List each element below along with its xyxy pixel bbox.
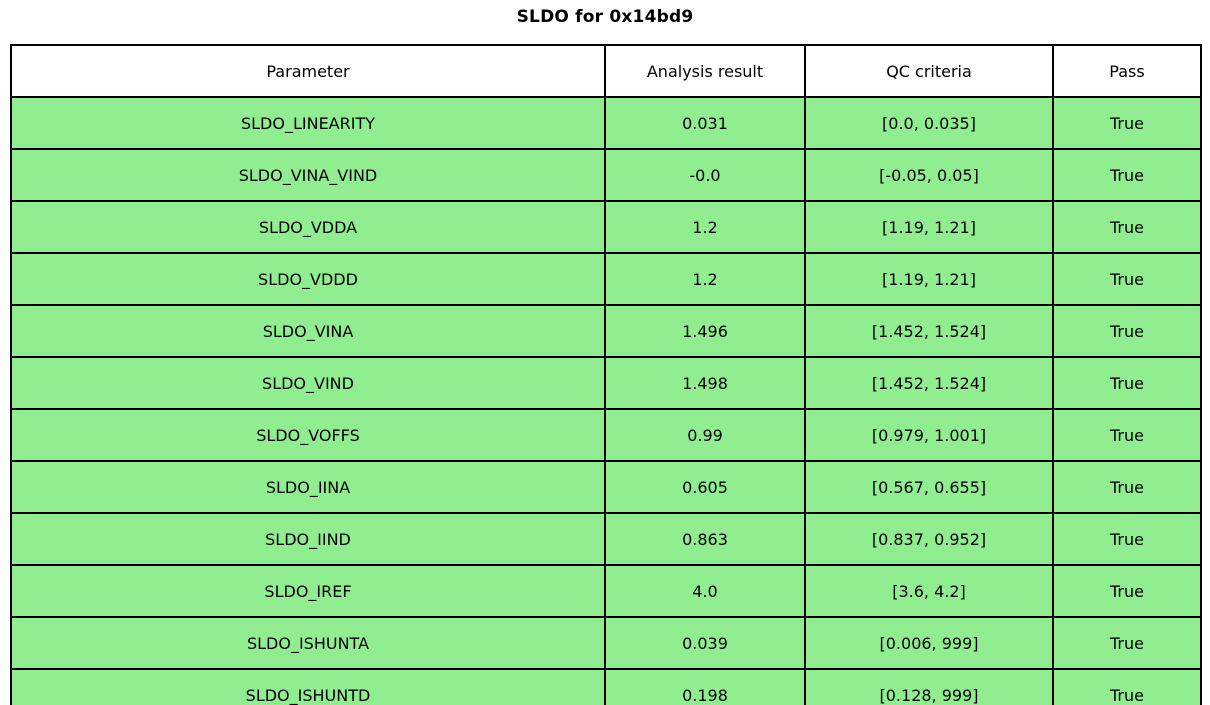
parameter-cell: SLDO_IIND [10,512,606,566]
pass-cell: True [1052,304,1202,358]
table-row: SLDO_VDDD 1.2 [1.19, 1.21] True [10,252,1202,306]
qc-criteria-cell: [1.19, 1.21] [804,200,1054,254]
pass-cell: True [1052,96,1202,150]
header-row: Parameter Analysis result QC criteria Pa… [10,44,1202,98]
analysis-result-cell: 0.031 [604,96,806,150]
analysis-result-cell: 0.99 [604,408,806,462]
qc-criteria-cell: [1.452, 1.524] [804,356,1054,410]
parameter-cell: SLDO_IREF [10,564,606,618]
table-row: SLDO_LINEARITY 0.031 [0.0, 0.035] True [10,96,1202,150]
pass-cell: True [1052,408,1202,462]
pass-cell: True [1052,148,1202,202]
parameter-cell: SLDO_VOFFS [10,408,606,462]
analysis-result-cell: 1.496 [604,304,806,358]
pass-cell: True [1052,564,1202,618]
table-row: SLDO_VINA 1.496 [1.452, 1.524] True [10,304,1202,358]
parameter-cell: SLDO_ISHUNTD [10,668,606,705]
qc-criteria-cell: [0.979, 1.001] [804,408,1054,462]
analysis-result-cell: 1.2 [604,252,806,306]
pass-cell: True [1052,200,1202,254]
analysis-result-cell: 1.498 [604,356,806,410]
col-header-pass: Pass [1052,44,1202,98]
col-header-qc-criteria: QC criteria [804,44,1054,98]
col-header-parameter: Parameter [10,44,606,98]
qc-criteria-cell: [-0.05, 0.05] [804,148,1054,202]
pass-cell: True [1052,460,1202,514]
parameter-cell: SLDO_VDDD [10,252,606,306]
table-row: SLDO_IIND 0.863 [0.837, 0.952] True [10,512,1202,566]
analysis-result-cell: 1.2 [604,200,806,254]
qc-results-table: Parameter Analysis result QC criteria Pa… [10,44,1202,705]
table-header: Parameter Analysis result QC criteria Pa… [10,44,1202,98]
pass-cell: True [1052,616,1202,670]
analysis-result-cell: 0.039 [604,616,806,670]
analysis-result-cell: 0.605 [604,460,806,514]
table-row: SLDO_IREF 4.0 [3.6, 4.2] True [10,564,1202,618]
parameter-cell: SLDO_LINEARITY [10,96,606,150]
qc-criteria-cell: [0.006, 999] [804,616,1054,670]
table-row: SLDO_VDDA 1.2 [1.19, 1.21] True [10,200,1202,254]
table-row: SLDO_VOFFS 0.99 [0.979, 1.001] True [10,408,1202,462]
parameter-cell: SLDO_ISHUNTA [10,616,606,670]
analysis-result-cell: 0.198 [604,668,806,705]
analysis-result-cell: 4.0 [604,564,806,618]
parameter-cell: SLDO_VDDA [10,200,606,254]
parameter-cell: SLDO_VINA_VIND [10,148,606,202]
table-row: SLDO_IINA 0.605 [0.567, 0.655] True [10,460,1202,514]
qc-criteria-cell: [1.452, 1.524] [804,304,1054,358]
page-title: SLDO for 0x14bd9 [516,7,694,27]
qc-criteria-cell: [1.19, 1.21] [804,252,1054,306]
pass-cell: True [1052,356,1202,410]
parameter-cell: SLDO_IINA [10,460,606,514]
qc-criteria-cell: [3.6, 4.2] [804,564,1054,618]
analysis-result-cell: -0.0 [604,148,806,202]
table-body: SLDO_LINEARITY 0.031 [0.0, 0.035] True SLDO_… [10,96,1202,705]
parameter-cell: SLDO_VIND [10,356,606,410]
qc-criteria-cell: [0.567, 0.655] [804,460,1054,514]
table-row: SLDO_ISHUNTA 0.039 [0.006, 999] True [10,616,1202,670]
pass-cell: True [1052,668,1202,705]
col-header-analysis-result: Analysis result [604,44,806,98]
table-row: SLDO_VIND 1.498 [1.452, 1.524] True [10,356,1202,410]
qc-criteria-cell: [0.0, 0.035] [804,96,1054,150]
qc-criteria-cell: [0.128, 999] [804,668,1054,705]
table-row: SLDO_VINA_VIND -0.0 [-0.05, 0.05] True [10,148,1202,202]
pass-cell: True [1052,252,1202,306]
qc-criteria-cell: [0.837, 0.952] [804,512,1054,566]
analysis-result-cell: 0.863 [604,512,806,566]
table-row: SLDO_ISHUNTD 0.198 [0.128, 999] True [10,668,1202,705]
pass-cell: True [1052,512,1202,566]
parameter-cell: SLDO_VINA [10,304,606,358]
